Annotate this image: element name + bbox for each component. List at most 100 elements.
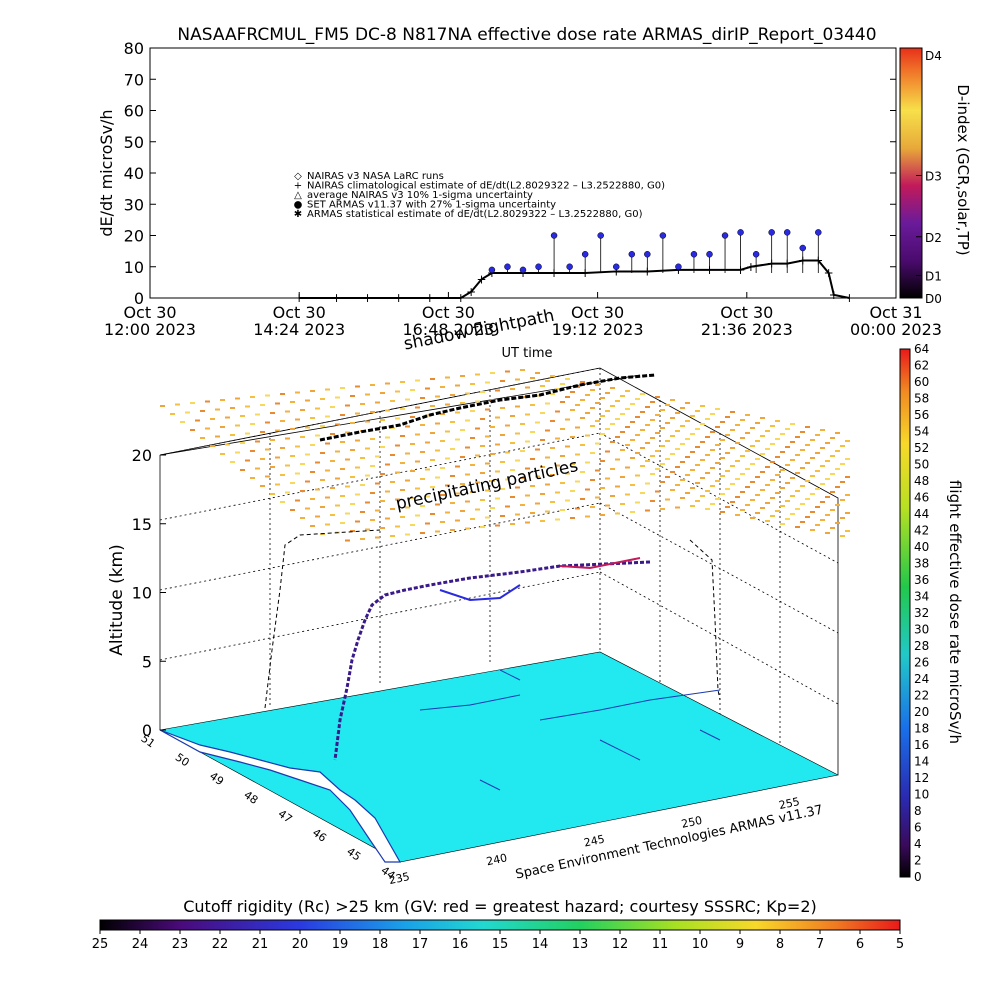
rc-tick-label: 25 <box>92 937 109 952</box>
dose-cell <box>675 484 680 486</box>
point-armas <box>613 263 620 270</box>
rc-tick-label: 13 <box>572 937 589 952</box>
dose-cell <box>465 473 470 476</box>
dose-cell <box>825 532 830 534</box>
dose-cell <box>745 468 750 470</box>
dose-cell <box>820 447 825 449</box>
dose-cell <box>350 476 355 478</box>
rc-tick-label: 19 <box>332 937 349 952</box>
dose-cell <box>780 469 785 471</box>
rc-tick-label: 15 <box>492 937 509 952</box>
dose-cell <box>625 444 630 446</box>
dose-cell <box>490 453 495 455</box>
dose-cell <box>675 448 680 450</box>
dose-cell <box>520 369 525 371</box>
legend-entry: NAIRAS v3 NASA LaRC runs <box>307 171 444 182</box>
dose-cell <box>785 518 790 520</box>
dose-cell <box>375 455 380 458</box>
dose-cell <box>735 460 740 462</box>
dose-cell <box>260 458 265 460</box>
dose-cell <box>820 483 825 485</box>
dose-cell <box>290 455 295 457</box>
dose-cell <box>735 442 740 444</box>
dose-cell <box>385 517 390 520</box>
dose-cell <box>320 425 325 427</box>
dose-cell <box>480 499 485 501</box>
dose-cell <box>650 500 655 502</box>
dose-cell <box>225 443 230 446</box>
dose-cell <box>400 462 405 464</box>
dose-cell <box>595 420 600 422</box>
dose-cell <box>735 514 740 516</box>
rc-tick-label: 8 <box>776 937 784 952</box>
dose-cell <box>780 505 785 507</box>
dose-cell <box>385 490 390 493</box>
dose-cell <box>725 434 730 436</box>
x-tick-label: Oct 30 <box>123 303 176 322</box>
dose-cell <box>785 482 790 484</box>
dose-cell <box>835 522 840 524</box>
dose-cell <box>325 523 330 526</box>
dose-cell <box>795 454 800 456</box>
top-y-ticks: 0 10 20 30 40 50 60 70 80 <box>124 39 896 308</box>
dose-cell <box>420 532 425 534</box>
dose-tick-label: 60 <box>914 375 929 389</box>
dose-cell <box>700 495 705 497</box>
dose-cell <box>490 480 495 482</box>
dose-cell <box>275 456 280 459</box>
dose-cell <box>845 530 850 532</box>
dose-cell <box>740 473 745 475</box>
dose-cell <box>785 446 790 448</box>
dose-tick-label: 56 <box>914 408 929 422</box>
dose-colorbar <box>899 348 911 878</box>
dose-cell <box>740 419 745 421</box>
dose-cell <box>385 436 390 439</box>
dose-cell <box>710 413 715 415</box>
dose-cell <box>585 515 590 518</box>
dose-cell <box>745 432 750 434</box>
dose-cell <box>635 416 640 418</box>
dose-cell <box>600 433 605 435</box>
dose-cell <box>660 481 665 483</box>
dose-cell <box>730 447 735 449</box>
dose-cell <box>430 378 435 380</box>
dose-cell <box>530 458 535 460</box>
dose-cell <box>355 385 360 388</box>
dose-cell <box>390 481 395 483</box>
dose-cell <box>710 467 715 469</box>
dose-cell <box>245 405 250 408</box>
dose-cell <box>640 411 645 413</box>
dose-cell <box>455 519 460 522</box>
dose-cell <box>680 443 685 445</box>
dose-cell <box>510 523 515 525</box>
dose-cell <box>650 455 655 457</box>
dose-cell <box>790 477 795 479</box>
dose-cell <box>725 488 730 490</box>
dose-cell <box>640 492 645 494</box>
dose-tick-label: 62 <box>914 359 929 373</box>
dose-cell <box>550 447 555 449</box>
rc-tick-label: 20 <box>292 937 309 952</box>
dose-cell <box>640 393 645 395</box>
dose-cell <box>650 401 655 403</box>
dose-cell <box>715 408 720 410</box>
dose-cell <box>255 467 260 470</box>
dose-cell <box>575 426 580 429</box>
dose-cell <box>815 434 820 436</box>
dose-cell <box>570 409 575 411</box>
dose-cell <box>270 466 275 468</box>
dose-cell <box>690 487 695 489</box>
dose-cell <box>820 465 825 467</box>
dose-cell <box>655 432 660 434</box>
dose-cell <box>260 431 265 433</box>
x-tick-label: 16:48 2023 <box>402 320 494 339</box>
dose-cell <box>325 388 330 391</box>
dose-tick-label: 16 <box>914 738 929 752</box>
dose-cell <box>805 480 810 482</box>
dose-cell <box>835 450 840 452</box>
dose-cell <box>755 476 760 478</box>
dose-tick-label: 20 <box>914 705 929 719</box>
dose-cell <box>605 450 610 453</box>
dose-cell <box>780 433 785 435</box>
